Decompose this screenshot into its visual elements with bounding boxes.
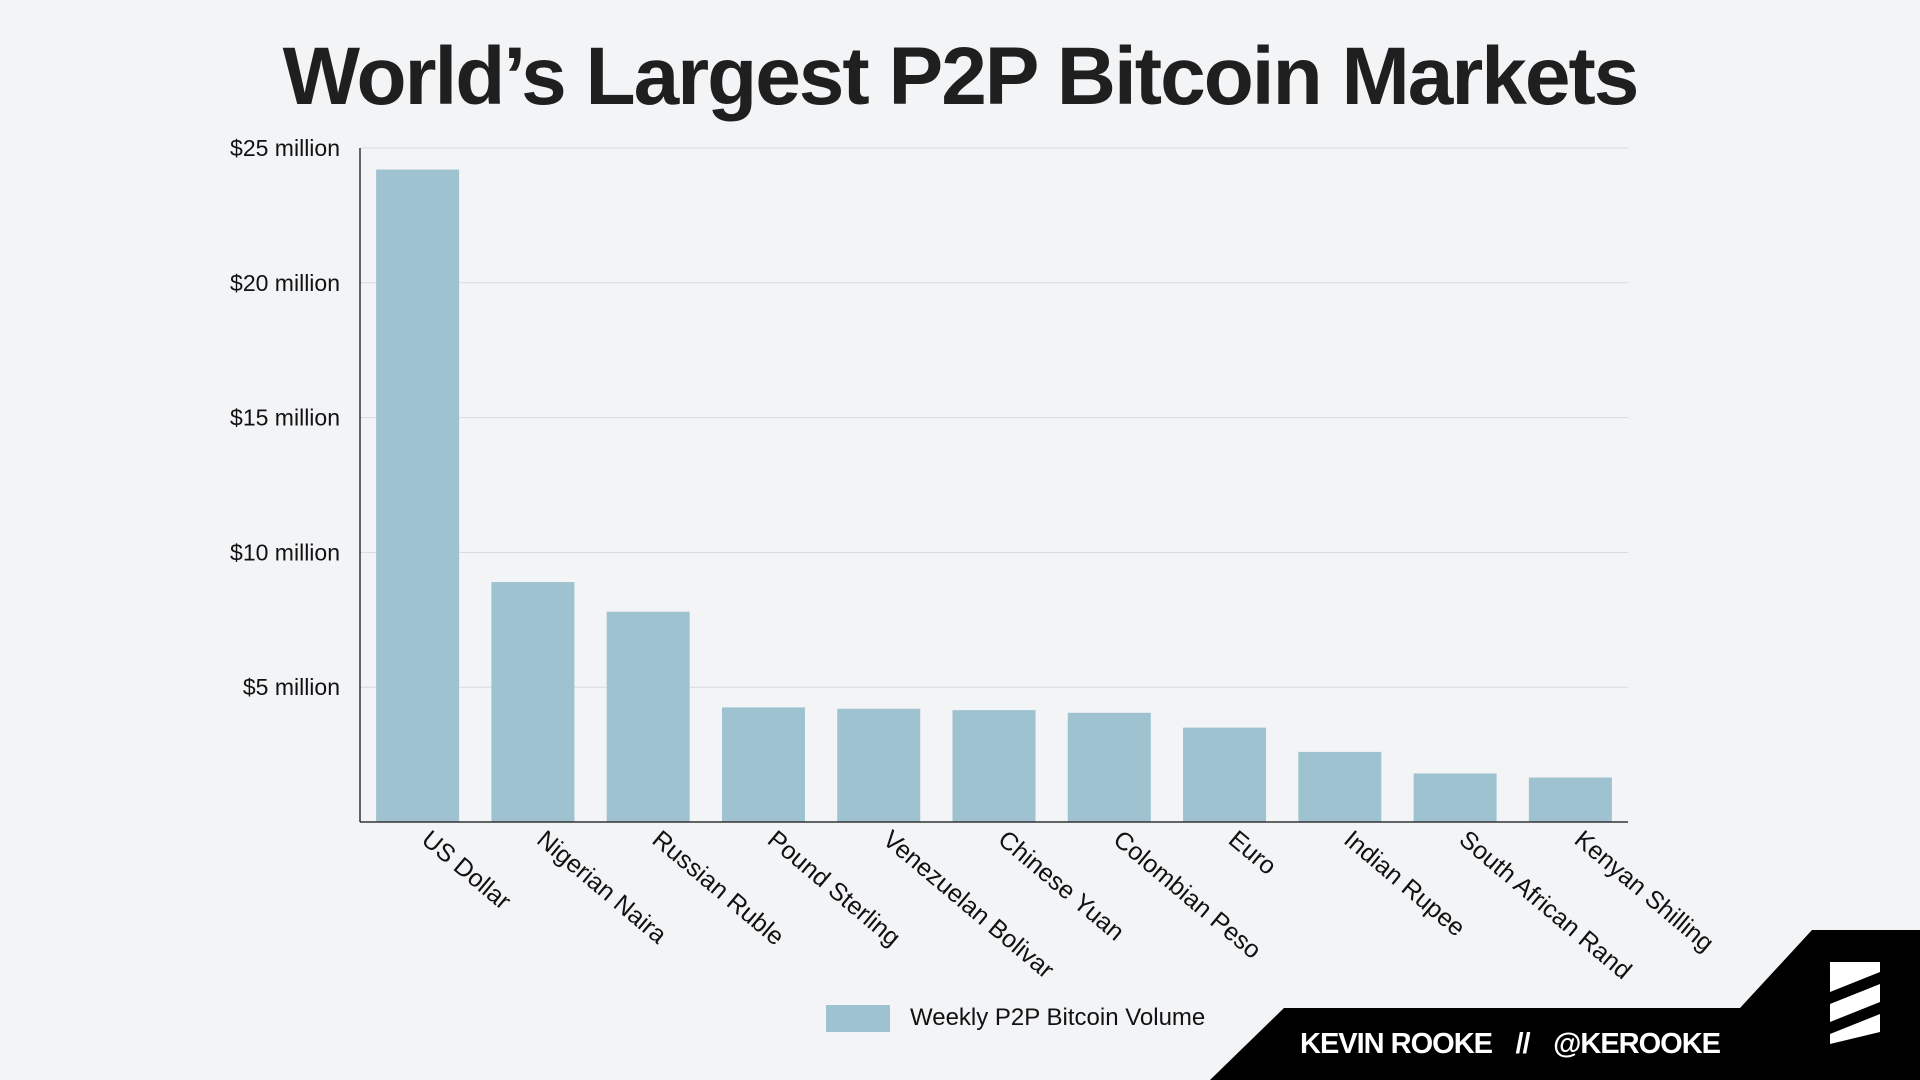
footer-credits: KEVIN ROOKE // @KEROOKE (1300, 1028, 1721, 1061)
y-tick-labels: $5 million $10 million $15 million $20 mill… (230, 135, 340, 700)
bars (376, 169, 1612, 822)
bar-5 (952, 710, 1036, 822)
y-tick-label: $25 million (230, 135, 340, 161)
bar-2 (606, 611, 690, 822)
y-tick-label: $20 million (230, 270, 340, 296)
bar-10 (1528, 777, 1612, 822)
bar-0 (376, 169, 460, 822)
y-tick-label: $10 million (230, 539, 340, 565)
author-name: KEVIN ROOKE (1300, 1028, 1493, 1060)
footer-separator: // (1515, 1028, 1531, 1060)
bar-1 (491, 582, 575, 822)
bar-9 (1413, 773, 1497, 822)
legend: Weekly P2P Bitcoin Volume (826, 1004, 1205, 1032)
logo-icon (1830, 962, 1880, 1044)
bar-8 (1298, 751, 1382, 822)
legend-swatch (826, 1004, 890, 1032)
bar-6 (1067, 712, 1151, 822)
bar-3 (721, 707, 805, 822)
bar-4 (837, 708, 921, 822)
y-tick-label: $5 million (243, 674, 340, 700)
axes (359, 148, 1628, 823)
author-handle: @KEROOKE (1553, 1028, 1721, 1060)
legend-label: Weekly P2P Bitcoin Volume (910, 1004, 1206, 1031)
bar-7 (1183, 727, 1267, 822)
footer-band (1210, 930, 1920, 1080)
y-tick-label: $15 million (230, 405, 340, 431)
chart-title: World’s Largest P2P Bitcoin Markets (282, 31, 1640, 122)
